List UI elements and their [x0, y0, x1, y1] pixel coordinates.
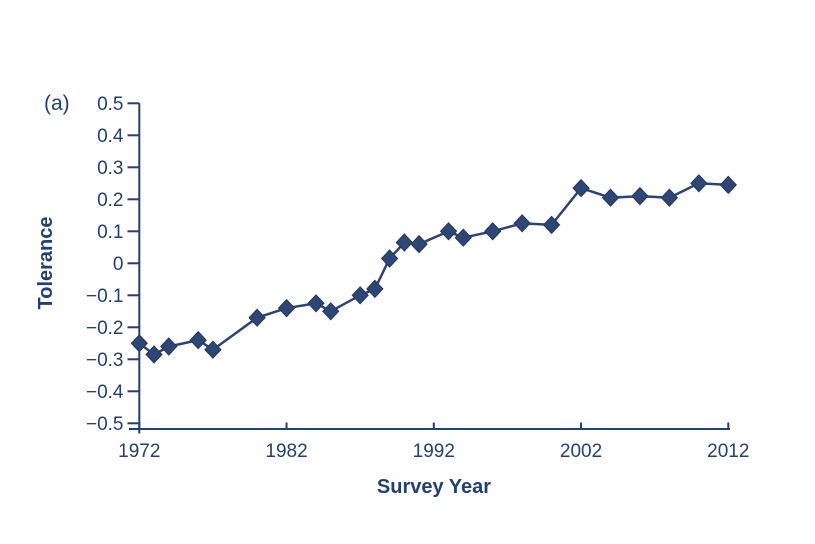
data-point-1989: [380, 249, 399, 268]
panel-label: (a): [44, 92, 70, 115]
data-point-2000: [542, 215, 561, 235]
data-point-1988: [366, 279, 384, 299]
y-axis-ticks: 0.5 0.4 0.3 0.2 0.1 0 −0.1 −0.2 −0.3 −0.4 −0.5: [86, 94, 140, 435]
data-point-1977: [204, 340, 222, 359]
data-point-2006: [631, 186, 649, 206]
data-point-1998: [513, 214, 531, 233]
data-point-1976: [189, 330, 207, 350]
y-tick-label-−0.1: −0.1: [86, 286, 124, 307]
data-point-1972: [130, 334, 148, 353]
x-tick-label-1982: 1982: [265, 441, 307, 462]
y-tick-label-0.3: 0.3: [97, 158, 123, 179]
x-axis-title: Survey Year: [377, 476, 491, 498]
y-tick-label-−0.4: −0.4: [86, 382, 124, 403]
y-tick-label-0: 0: [113, 254, 124, 275]
y-axis-title: Tolerance: [35, 217, 57, 310]
data-point-2010: [690, 174, 708, 193]
data-point-1987: [351, 286, 369, 305]
data-point-1982: [277, 298, 296, 318]
data-point-1985: [322, 302, 340, 321]
data-point-1980: [248, 308, 266, 327]
data-point-1984: [307, 294, 325, 313]
x-axis-ticks: 1972 1982 1992 2002 2012: [118, 422, 749, 462]
trend-series: [130, 174, 737, 364]
data-point-2002: [572, 178, 590, 198]
x-tick-label-2012: 2012: [707, 441, 749, 462]
data-point-1994: [454, 228, 472, 247]
data-point-2008: [660, 188, 679, 207]
y-tick-label-0.5: 0.5: [97, 94, 123, 115]
y-tick-label-0.1: 0.1: [97, 222, 123, 243]
y-tick-label-0.2: 0.2: [97, 190, 123, 211]
data-point-2004: [601, 188, 620, 207]
data-point-1973: [145, 345, 163, 364]
y-tick-label-−0.3: −0.3: [86, 350, 124, 371]
x-tick-label-1972: 1972: [118, 441, 160, 462]
axes: [129, 103, 730, 434]
data-point-1993: [439, 222, 458, 241]
data-point-1974: [160, 337, 178, 356]
trend-line: [138, 182, 730, 356]
data-point-2012: [719, 175, 737, 195]
y-tick-label-0.4: 0.4: [97, 126, 124, 147]
x-tick-label-1992: 1992: [413, 441, 455, 462]
data-point-1996: [484, 222, 502, 241]
y-tick-label-−0.5: −0.5: [86, 414, 124, 435]
x-tick-label-2002: 2002: [560, 441, 602, 462]
data-point-1991: [410, 234, 428, 254]
y-tick-label-−0.2: −0.2: [86, 318, 124, 339]
